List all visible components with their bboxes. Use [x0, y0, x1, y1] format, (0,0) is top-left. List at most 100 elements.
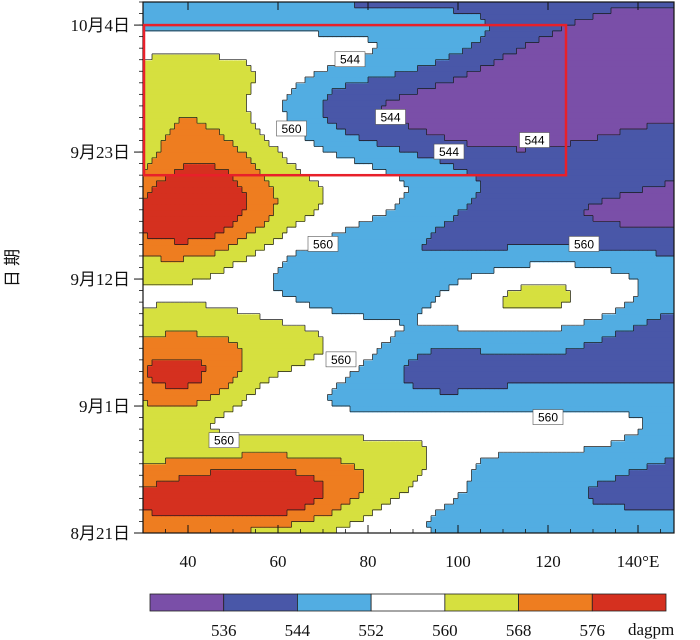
contour-cell	[593, 423, 599, 430]
contour-cell	[368, 394, 374, 401]
contour-cell	[179, 469, 185, 476]
contour-cell	[570, 492, 576, 499]
contour-cell	[485, 469, 491, 476]
contour-cell	[278, 342, 284, 349]
contour-cell	[539, 296, 545, 303]
contour-cell	[444, 527, 450, 533]
contour-cell	[642, 440, 648, 448]
contour-cell	[345, 296, 351, 303]
contour-cell	[228, 469, 234, 476]
contour-cell	[350, 307, 356, 315]
contour-cell	[269, 359, 275, 367]
contour-cell	[165, 342, 171, 349]
contour-cell	[296, 296, 302, 303]
contour-cell	[552, 319, 558, 326]
contour-cell	[318, 515, 324, 523]
contour-cell	[291, 336, 297, 344]
contour-cell	[489, 400, 495, 407]
contour-cell	[237, 354, 243, 361]
contour-cell	[521, 475, 527, 482]
contour-cell	[579, 336, 585, 344]
contour-cell	[548, 302, 554, 309]
contour-cell	[444, 504, 450, 511]
contour-cell	[633, 521, 639, 528]
contour-cell	[206, 284, 212, 292]
contour-cell	[660, 302, 666, 309]
contour-cell	[431, 319, 437, 326]
contour-cell	[147, 457, 153, 465]
contour-cell	[440, 417, 446, 424]
contour-cell	[359, 440, 365, 448]
contour-cell	[300, 446, 306, 453]
contour-cell	[390, 342, 396, 349]
contour-cell	[512, 371, 518, 378]
contour-cell	[188, 348, 194, 355]
contour-cell	[593, 509, 599, 517]
contour-cell	[579, 492, 585, 499]
contour-cell	[354, 348, 360, 355]
contour-cell	[476, 330, 482, 338]
contour-cell	[246, 319, 252, 326]
contour-cell	[543, 509, 549, 517]
contour-cell	[260, 423, 266, 430]
contour-cell	[215, 290, 221, 297]
contour-cell	[548, 434, 554, 442]
contour-cell	[633, 359, 639, 367]
contour-cell	[489, 388, 495, 396]
contour-cell	[381, 481, 387, 488]
contour-cell	[521, 486, 527, 494]
contour-cell	[188, 429, 194, 436]
contour-cell	[624, 434, 630, 442]
contour-cell	[278, 429, 284, 436]
contour-cell	[152, 354, 158, 361]
contour-cell	[197, 521, 203, 528]
contour-cell	[467, 319, 473, 326]
contour-cell	[503, 457, 509, 465]
contour-cell	[647, 290, 653, 297]
contour-cell	[237, 371, 243, 378]
contour-cell	[183, 457, 189, 465]
contour-cell	[548, 290, 554, 297]
contour-cell	[467, 302, 473, 309]
contour-cell	[660, 411, 666, 419]
contour-cell	[368, 492, 374, 499]
contour-cell	[633, 330, 639, 338]
contour-cell	[224, 504, 230, 511]
contour-cell	[575, 417, 581, 424]
contour-cell	[192, 319, 198, 326]
contour-cell	[651, 486, 657, 494]
contour-cell	[647, 469, 653, 476]
contour-cell	[552, 330, 558, 338]
contour-cell	[201, 336, 207, 344]
contour-cell	[642, 354, 648, 361]
contour-cell	[206, 504, 212, 511]
contour-cell	[467, 498, 473, 505]
contour-cell	[588, 325, 594, 332]
contour-cell	[242, 325, 248, 332]
contour-cell	[471, 371, 477, 378]
contour-cell	[431, 388, 437, 396]
contour-cell	[152, 521, 158, 528]
contour-cell	[156, 411, 162, 419]
contour-cell	[435, 434, 441, 442]
contour-cell	[422, 440, 428, 448]
contour-cell	[426, 504, 432, 511]
contour-cell	[260, 400, 266, 407]
contour-cell	[575, 330, 581, 338]
contour-cell	[282, 296, 288, 303]
contour-cell	[291, 498, 297, 505]
contour-cell	[606, 307, 612, 315]
contour-cell	[192, 429, 198, 436]
contour-cell	[287, 509, 293, 517]
contour-cell	[638, 504, 644, 511]
contour-cell	[399, 348, 405, 355]
contour-cell	[165, 469, 171, 476]
contour-cell	[458, 429, 464, 436]
contour-cell	[305, 492, 311, 499]
contour-cell	[485, 521, 491, 528]
contour-cell	[201, 406, 207, 413]
contour-cell	[615, 406, 621, 413]
contour-cell	[368, 302, 374, 309]
contour-cell	[323, 377, 329, 384]
contour-cell	[444, 296, 450, 303]
